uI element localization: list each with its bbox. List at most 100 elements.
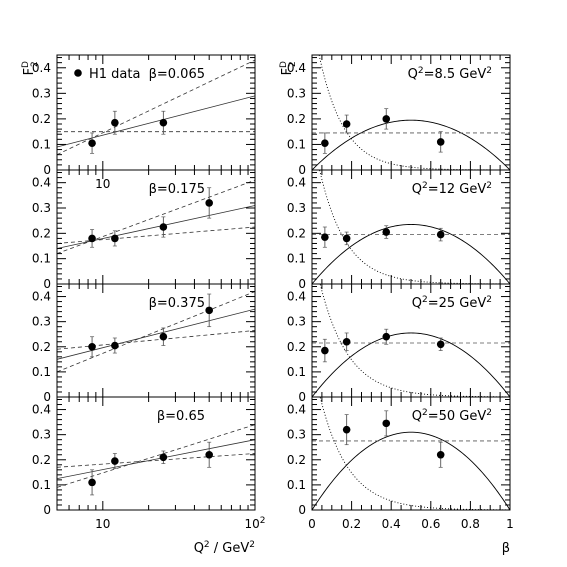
x-tick-label: 0.6: [421, 517, 440, 531]
y-tick-label: 0.2: [32, 226, 51, 240]
panel-right-3: 0 0.1 0.2 0.3 0.4 0 0.2 0.4 0.6 0.8 1 β: [287, 396, 514, 556]
y-tick-label: 0: [43, 503, 51, 517]
parabola-curve: [312, 431, 510, 510]
panel-right-2: 0 0.1 0.2 0.3 0.4: [287, 283, 511, 404]
data-point: [159, 332, 168, 341]
y-tick-label: 0.2: [32, 453, 51, 467]
data-point: [436, 230, 445, 239]
panel-label: Q2=8.5 GeV2: [408, 66, 492, 82]
y-tick-label: 0.1: [32, 137, 51, 151]
y-tick-label: 0.2: [287, 112, 306, 126]
y-tick-label: 0: [43, 163, 51, 177]
y-tick-label: 0.4: [32, 176, 51, 190]
data-point: [436, 138, 445, 146]
fit-line-dashed: [57, 453, 255, 468]
dotted-curve: [319, 284, 510, 397]
y-tick-label: 0.2: [287, 340, 306, 354]
y-tick-label: 0: [298, 277, 306, 291]
y-tick-label: 0.1: [287, 252, 306, 266]
panel-label: Q2=25 GeV2: [412, 295, 492, 311]
fit-line-dashed: [57, 291, 255, 373]
data-point: [382, 115, 391, 123]
y-tick-label: 0.3: [287, 428, 306, 442]
parabola-curve: [312, 332, 510, 397]
data-point: [382, 419, 391, 428]
data-point: [205, 450, 213, 459]
y-tick-label: 0.1: [32, 252, 51, 266]
x-tick-label: 10: [95, 517, 110, 531]
data-point: [111, 341, 119, 350]
parabola-curve: [312, 119, 510, 170]
y-tick-label: 0.4: [287, 176, 306, 190]
legend-label: H1 data: [89, 67, 140, 82]
legend-marker: [74, 69, 82, 77]
parabola-curve: [312, 224, 510, 284]
y-tick-label: 0.1: [287, 478, 306, 492]
fit-line-solid: [57, 439, 255, 480]
dotted-curve: [319, 170, 510, 284]
y-tick-label: 0.2: [287, 226, 306, 240]
panel-label: Q2=12 GeV2: [412, 181, 492, 197]
y-tick-label: 0: [298, 390, 306, 404]
y-tick-label: 0.3: [32, 428, 51, 442]
y-tick-label: 0.3: [32, 201, 51, 215]
y-tick-label: 0.1: [287, 137, 306, 151]
y-tick-label: 0.1: [287, 365, 306, 379]
fit-line-solid: [57, 308, 255, 360]
y-tick-label: 0.1: [32, 365, 51, 379]
x-tick-label: 0.4: [382, 517, 401, 531]
plot-frame: [56, 396, 256, 511]
panel-left-1: 0 0.1 0.2 0.3 0.4 β=0.175: [32, 169, 256, 291]
x-tick-label: 0.2: [342, 517, 361, 531]
data-point: [436, 450, 445, 459]
y-tick-label: 0.1: [32, 478, 51, 492]
data-point: [111, 118, 119, 127]
y-tick-label: 0.4: [287, 290, 306, 304]
x-tick-label: 0: [308, 517, 316, 531]
data-point: [111, 234, 119, 243]
x-tick-label: 0.8: [461, 517, 480, 531]
data-point: [342, 425, 351, 434]
x-tick-label: 102: [244, 516, 265, 531]
data-point: [159, 223, 168, 231]
fit-line-solid: [57, 205, 255, 249]
fit-line-dashed: [57, 59, 255, 156]
panel-label: β=0.65: [157, 409, 205, 424]
y-tick-label: 0.3: [287, 201, 306, 215]
data-point: [205, 306, 213, 315]
x-tick-label: 1: [506, 517, 514, 531]
y-axis-label: FD2: [279, 61, 298, 75]
y-tick-label: 0.4: [287, 61, 306, 75]
y-tick-label: 0.3: [287, 315, 306, 329]
data-point: [159, 118, 168, 127]
y-tick-label: 0: [298, 503, 306, 517]
data-point: [321, 139, 329, 147]
x-axis-label: β: [502, 541, 510, 556]
data-point: [382, 228, 391, 236]
y-tick-label: 0.3: [32, 86, 51, 100]
x-tick-label: 10: [95, 177, 110, 191]
data-point: [88, 342, 96, 351]
x-axis-label: Q2 / GeV2: [194, 540, 255, 556]
panel-left-2: 0 0.1 0.2 0.3 0.4 β=0.375: [32, 283, 256, 404]
panel-right-1: 0 0.1 0.2 0.3 0.4: [287, 169, 511, 291]
fit-line-dashed: [57, 226, 255, 244]
data-point: [88, 478, 96, 487]
panel-label: Q2=50 GeV2: [412, 408, 492, 424]
data-point: [342, 234, 351, 243]
data-point: [111, 457, 119, 465]
y-tick-label: 0: [43, 277, 51, 291]
data-point: [342, 337, 351, 346]
panel-label: β=0.175: [149, 182, 205, 197]
y-tick-label: 0.4: [287, 403, 306, 417]
y-tick-label: 0: [43, 390, 51, 404]
y-tick-label: 0.4: [32, 61, 51, 75]
y-tick-label: 0.2: [287, 453, 306, 467]
y-tick-label: 0.2: [32, 112, 51, 126]
y-tick-label: 0.2: [32, 340, 51, 354]
data-point: [321, 346, 329, 355]
dotted-curve: [319, 397, 510, 510]
dotted-curve: [318, 55, 510, 170]
fit-line-dashed: [57, 330, 255, 350]
